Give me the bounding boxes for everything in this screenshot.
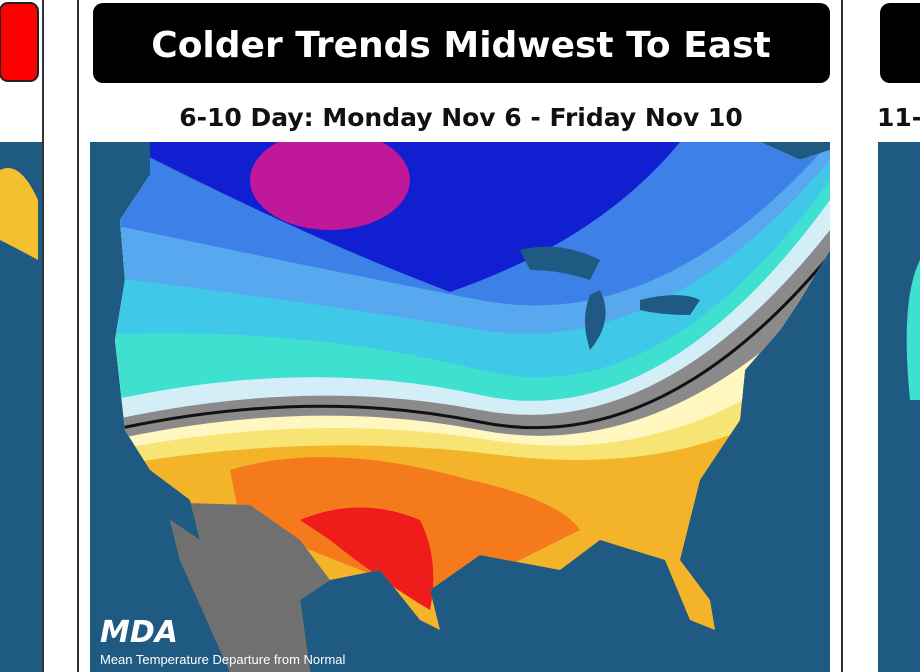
left-map-region <box>0 168 38 260</box>
caption: Mean Temperature Departure from Normal <box>100 652 346 667</box>
right-map <box>878 142 920 672</box>
left-panel <box>0 0 44 672</box>
subtitle: 6-10 Day: Monday Nov 6 - Friday Nov 10 <box>179 103 743 132</box>
right-panel: 11- <box>877 3 920 672</box>
land <box>115 142 830 672</box>
map: MDA Mean Temperature Departure from Norm… <box>90 142 830 672</box>
right-map-region <box>906 260 920 400</box>
right-header <box>880 3 920 83</box>
zero-line <box>115 254 830 437</box>
main-panel: Colder Trends Midwest To East 6-10 Day: … <box>90 3 830 672</box>
band <box>250 142 410 230</box>
left-header <box>0 2 39 82</box>
title: Colder Trends Midwest To East <box>151 25 770 66</box>
band <box>300 507 434 610</box>
right-subtitle: 11- <box>877 103 920 132</box>
logo: MDA <box>100 615 178 650</box>
great-lakes <box>520 246 700 350</box>
title-box <box>93 3 830 83</box>
